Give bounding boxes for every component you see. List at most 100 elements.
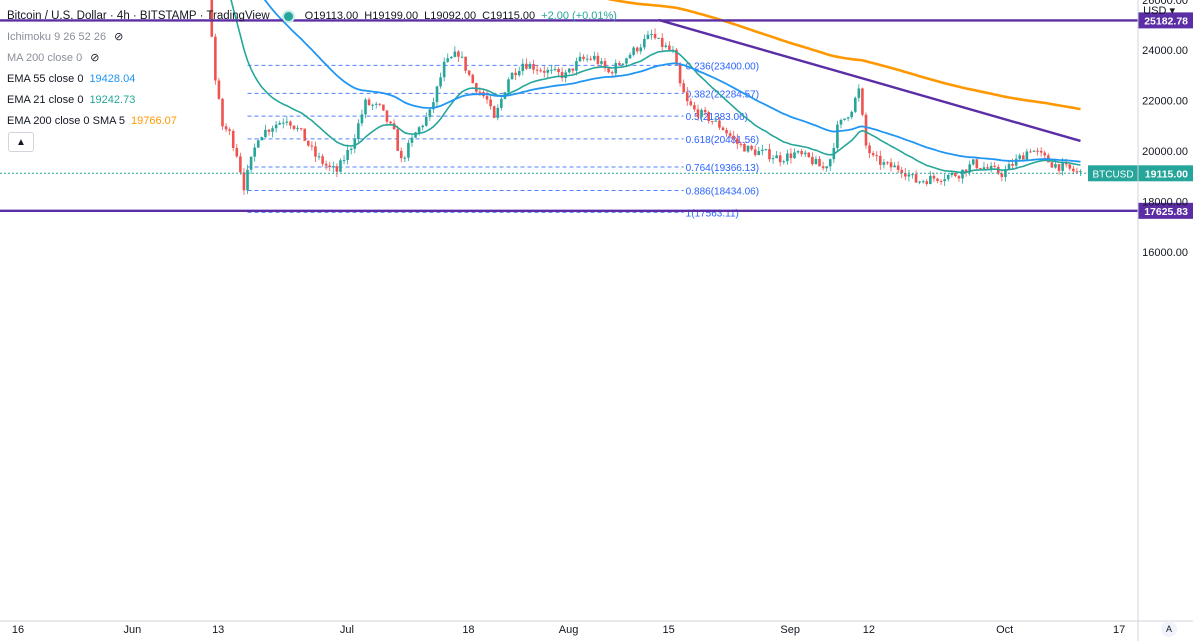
candle-body [639,47,643,52]
candle-body [532,63,535,70]
candle-body [793,152,796,159]
indicator-ma200[interactable]: MA 200 close 0 ⊘ [7,48,623,69]
candle-body [217,80,221,99]
candle-body [571,68,575,71]
candle-body [628,54,632,59]
candle-body [850,111,853,118]
candle-body [539,70,542,72]
collapse-legend-button[interactable]: ▲ [8,132,34,152]
candle-body [728,133,732,136]
indicator-ichimoku[interactable]: Ichimoku 9 26 52 26 ⊘ [7,27,623,48]
time-tick-label: Jun [124,624,142,636]
candle-body [800,151,803,155]
fib-level-label: 0.618(20481.56) [686,135,759,146]
indicator-value: 19428.04 [89,73,136,85]
candle-body [392,123,396,130]
candle-body [1025,151,1029,160]
currency-selector[interactable]: USD ▾ [1143,4,1175,17]
candle-body [460,56,464,58]
chevron-down-icon: ▾ [1169,5,1175,17]
indicator-ema21[interactable]: EMA 21 close 0 19242.73 [7,90,623,111]
candle-body [442,61,446,78]
candle-body [578,56,582,62]
candle-body [753,149,757,156]
candle-body [943,179,946,182]
candle-body [553,69,557,71]
candle-body [685,92,689,102]
time-tick-label: Jul [340,624,354,636]
candle-body [535,69,539,71]
candle-body [871,153,875,156]
time-axis[interactable]: 16 Jun 13 Jul 18 Aug 15 Sep 12 Oct 17 [12,624,1125,636]
fib-level-label: 0.236(23400.00) [686,61,759,72]
candle-body [242,172,246,191]
price-tick-label: 18000.00 [1142,196,1188,208]
candle-body [353,139,357,149]
candle-body [271,128,274,132]
last-price-line: BTCUSD 19115.00 [0,165,1193,182]
time-tick-label: 17 [1113,624,1125,636]
candle-body [964,169,968,173]
indicator-ema200[interactable]: EMA 200 close 0 SMA 5 19766.07 [7,111,623,132]
candle-body [718,120,721,128]
candle-body [828,159,832,167]
candle-body [1039,150,1043,153]
candle-body [703,109,707,113]
candle-body [696,109,700,118]
price-tick-label: 16000.00 [1142,247,1188,259]
fib-level-label: 0.5(21383.06) [686,112,748,123]
candle-body [750,145,753,150]
candle-body [825,166,828,169]
eye-hidden-icon[interactable]: ⊘ [90,52,100,64]
candle-body [618,62,621,65]
candle-body [246,169,249,191]
eye-hidden-icon[interactable]: ⊘ [114,31,124,43]
indicator-label: Ichimoku 9 26 52 26 [7,31,107,43]
candle-body [911,174,914,176]
fibonacci-retracement[interactable]: 0.236(23400.00) 0.382(22284.57) 0.5(21383.… [247,61,760,219]
fib-level-label: 0.382(22284.57) [686,89,759,100]
candle-body [775,155,778,159]
candle-body [603,61,607,69]
candle-body [374,103,378,105]
candle-body [307,140,310,146]
time-tick-label: 18 [462,624,474,636]
fib-level-label: 1(17563.11) [686,208,739,219]
candle-body [489,99,492,107]
candle-body [839,120,843,125]
candle-body [260,137,264,141]
candle-body [507,79,510,93]
candle-body [957,176,961,179]
candle-body [478,91,482,93]
candle-body [1064,162,1068,165]
candle-body [525,63,528,69]
candle-body [857,88,861,98]
candle-body [432,102,435,110]
candle-body [439,77,442,87]
candle-body [761,149,764,152]
candle-body [310,145,314,147]
candle-body [700,109,703,118]
candle-body [664,45,668,48]
trendline[interactable] [658,18,1081,143]
indicator-ema55[interactable]: EMA 55 close 0 19428.04 [7,69,623,90]
candle-body [853,97,857,112]
ema200-line [606,0,1081,111]
candle-body [650,33,653,35]
candle-body [324,163,328,166]
candle-body [868,145,871,154]
candle-body [346,149,349,161]
auto-scale-button[interactable]: A [1161,621,1177,637]
candle-body [632,47,635,55]
currency-label: USD [1143,5,1167,17]
candle-body [274,124,278,129]
candle-body [296,128,299,130]
fib-level-label: 0.886(18434.06) [686,186,759,197]
fib-level-label: 0.764(19366.13) [686,163,759,174]
candle-body [843,118,846,121]
symbol-title[interactable]: Bitcoin / U.S. Dollar · 4h · BITSTAMP · … [7,10,270,22]
candle-body [328,165,332,168]
